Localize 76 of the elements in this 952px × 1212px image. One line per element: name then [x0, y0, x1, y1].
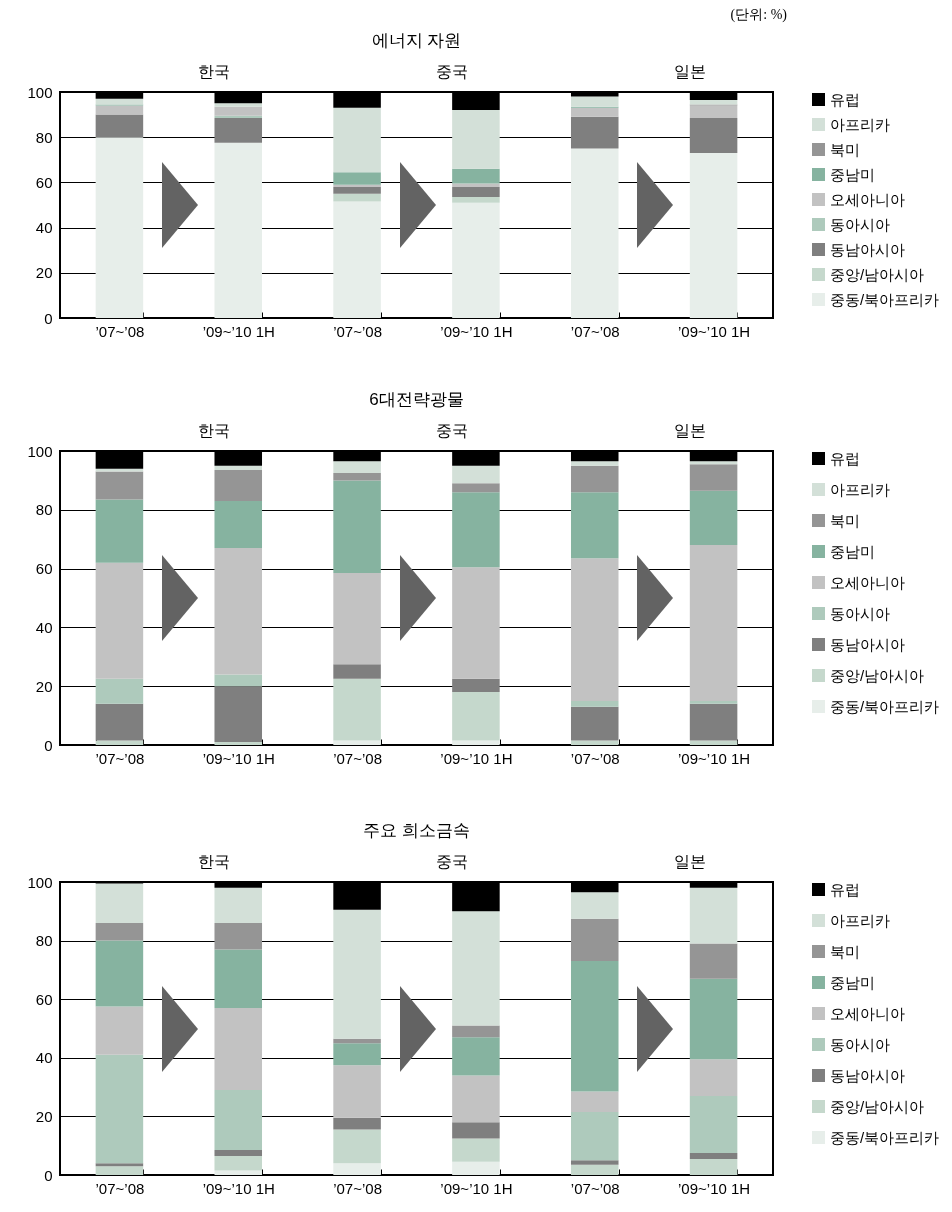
y-tick-label: 40	[35, 1049, 53, 1067]
x-tick-label: ’07~’08	[333, 1179, 382, 1197]
x-tick-label: ’09~’10 1H	[440, 1179, 513, 1197]
legend-label: 동남아시아	[830, 635, 905, 653]
y-tick-label: 20	[35, 677, 53, 695]
x-tick-label: ’09~’10 1H	[678, 749, 751, 767]
legend-label: 아프리카	[830, 480, 890, 498]
legend-label: 중동/북아프리카	[830, 697, 940, 715]
x-tick-label: ’09~’10 1H	[440, 322, 513, 340]
y-tick-label: 0	[44, 1166, 53, 1184]
y-tick-label: 0	[44, 736, 53, 754]
y-tick-label: 100	[27, 442, 53, 460]
legend-label: 동아시아	[830, 215, 890, 233]
legend-label: 오세아니아	[830, 190, 905, 208]
legend-label: 아프리카	[830, 911, 890, 929]
x-tick-label: ’09~’10 1H	[678, 322, 751, 340]
legend-label: 동아시아	[830, 604, 890, 622]
y-tick-label: 40	[35, 618, 53, 636]
legend-label: 오세아니아	[830, 573, 905, 591]
text: 일본	[673, 853, 706, 870]
y-tick-label: 40	[35, 219, 53, 237]
y-tick-label: 60	[35, 560, 53, 578]
x-tick-label: ’09~’10 1H	[440, 749, 513, 767]
text: 한국	[198, 853, 231, 870]
y-tick-label: 60	[35, 173, 53, 191]
chart-title: 에너지 자원	[371, 31, 462, 50]
y-tick-label: 80	[35, 128, 53, 146]
y-tick-label: 80	[35, 501, 53, 519]
x-tick-label: ’07~’08	[95, 749, 145, 767]
chart-title: 6대전략광물	[369, 390, 464, 409]
y-tick-label: 80	[35, 932, 53, 950]
x-tick-label: ’07~’08	[95, 1179, 145, 1197]
text: 일본	[673, 422, 706, 439]
legend-label: 유럽	[830, 90, 860, 108]
legend-label: 유럽	[830, 449, 860, 467]
legend-label: 유럽	[830, 880, 860, 898]
legend-label: 오세아니아	[830, 1004, 905, 1022]
text: 한국	[198, 422, 231, 439]
legend-label: 동아시아	[830, 1035, 890, 1053]
y-tick-label: 20	[35, 1107, 53, 1125]
legend-label: 중앙/남아시아	[830, 265, 925, 283]
text: 중국	[436, 422, 469, 439]
text: 중국	[436, 63, 469, 80]
text: 일본	[673, 63, 706, 80]
x-tick-label: ’07~’08	[570, 322, 620, 340]
legend-label: 중동/북아프리카	[830, 1128, 940, 1146]
legend-label: 중동/북아프리카	[830, 290, 940, 308]
y-tick-label: 20	[35, 264, 53, 282]
x-tick-label: ’07~’08	[570, 1179, 620, 1197]
legend-label: 중남미	[830, 973, 875, 991]
legend-label: 중남미	[830, 165, 875, 183]
legend-label: 중남미	[830, 542, 875, 560]
x-tick-label: ’09~’10 1H	[202, 1179, 275, 1197]
chart-title: 주요 희소금속	[363, 821, 470, 840]
x-tick-label: ’07~’08	[333, 322, 382, 340]
x-tick-label: ’07~’08	[333, 749, 382, 767]
x-tick-label: ’09~’10 1H	[678, 1179, 751, 1197]
text: 중국	[436, 853, 469, 870]
legend-label: 중앙/남아시아	[830, 1097, 925, 1115]
text: (단위: %)	[730, 6, 787, 24]
y-tick-label: 100	[27, 873, 53, 891]
legend-label: 북미	[830, 942, 860, 960]
legend-label: 동남아시아	[830, 240, 905, 258]
legend-label: 북미	[830, 511, 860, 529]
legend-label: 아프리카	[830, 115, 890, 133]
text: 한국	[198, 63, 231, 80]
legend-label: 동남아시아	[830, 1066, 905, 1084]
x-tick-label: ’09~’10 1H	[202, 322, 275, 340]
legend-label: 중앙/남아시아	[830, 666, 925, 684]
x-tick-label: ’09~’10 1H	[202, 749, 275, 767]
legend-label: 북미	[830, 140, 860, 158]
y-tick-label: 100	[27, 83, 53, 101]
y-tick-label: 60	[35, 990, 53, 1008]
x-tick-label: ’07~’08	[570, 749, 620, 767]
y-tick-label: 0	[44, 309, 53, 327]
x-tick-label: ’07~’08	[95, 322, 145, 340]
